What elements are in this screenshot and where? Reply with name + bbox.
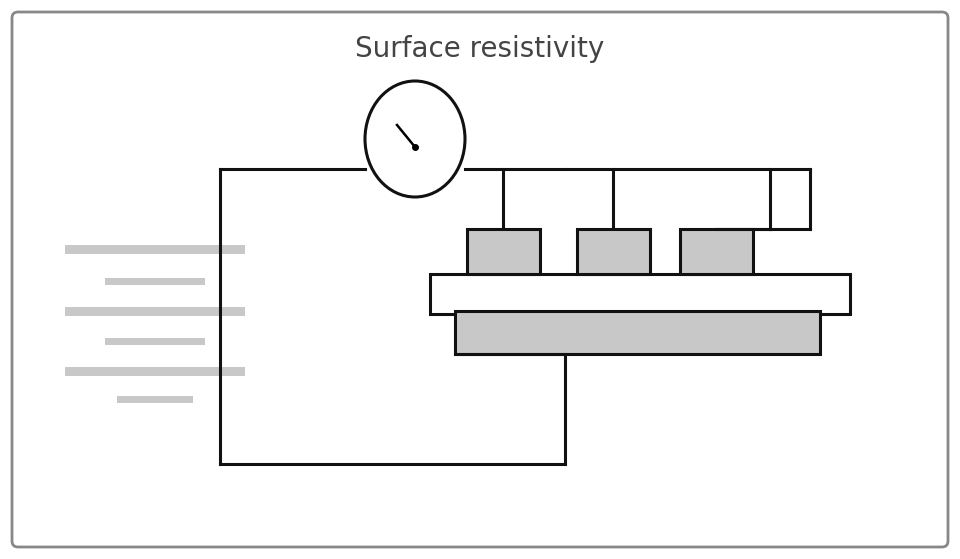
Bar (105, 277, 205, 285)
Bar (577, 229, 650, 274)
Bar (455, 311, 820, 354)
Bar (117, 396, 193, 402)
Bar (65, 306, 245, 315)
Ellipse shape (365, 81, 465, 197)
Bar (65, 244, 245, 253)
Bar (65, 367, 245, 376)
Bar (680, 229, 753, 274)
Text: Surface resistivity: Surface resistivity (355, 35, 605, 63)
Bar (105, 338, 205, 344)
Bar (430, 274, 850, 314)
FancyBboxPatch shape (12, 12, 948, 547)
Bar (467, 229, 540, 274)
